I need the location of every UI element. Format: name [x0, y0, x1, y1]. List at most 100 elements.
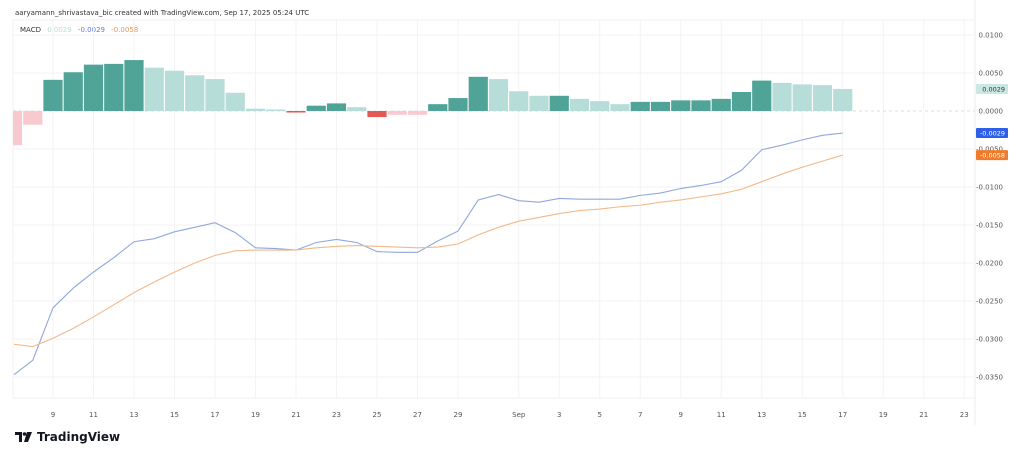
x-tick-label: 15 — [170, 411, 179, 419]
chart-credit: aaryamann_shrivastava_bic created with T… — [15, 9, 310, 17]
histogram-bar — [650, 101, 671, 111]
y-tick-label: 0.0050 — [979, 70, 1004, 78]
tradingview-logo[interactable]: TradingView — [15, 430, 120, 444]
histogram-bar — [326, 103, 347, 111]
histogram-bar — [812, 85, 833, 111]
indicator-legend[interactable]: MACD 0.0029 -0.0029 -0.0058 — [20, 26, 142, 34]
histogram-bar — [671, 100, 691, 111]
histogram-bar — [833, 88, 853, 111]
x-tick-label: 13 — [757, 411, 766, 419]
legend-signal-value: -0.0058 — [111, 26, 139, 34]
histogram-bar — [205, 79, 225, 111]
price-badges: 0.0029 -0.0029 -0.0058 — [976, 83, 1008, 161]
x-tick-label: 7 — [638, 411, 642, 419]
x-tick-label: 23 — [960, 411, 969, 419]
tradingview-logo-icon — [15, 432, 32, 442]
histogram-bar — [347, 107, 367, 111]
histogram-bar — [407, 111, 428, 115]
macd-value-badge: -0.0029 — [976, 128, 1008, 139]
histogram-bar — [752, 80, 772, 111]
x-tick-label: 17 — [211, 411, 220, 419]
legend-macd-value: -0.0029 — [77, 26, 105, 34]
y-tick-label: -0.0250 — [976, 298, 1003, 306]
x-tick-label: 21 — [919, 411, 928, 419]
histogram-bar — [23, 111, 43, 125]
histogram-bar — [529, 95, 549, 111]
x-tick-label: Sep — [512, 411, 526, 419]
x-tick-label: 17 — [838, 411, 847, 419]
x-tick-label: 5 — [598, 411, 602, 419]
histogram-bar — [13, 111, 23, 146]
x-tick-label: 3 — [557, 411, 561, 419]
histogram-bar — [104, 63, 124, 111]
histogram-bar — [124, 60, 144, 111]
histogram-bar — [63, 72, 83, 111]
histogram-bar — [792, 84, 812, 111]
histogram-bar — [488, 79, 509, 111]
histogram-bar — [711, 98, 731, 111]
x-tick-label: 25 — [373, 411, 382, 419]
macd-line — [13, 132, 843, 376]
x-tick-label: 21 — [292, 411, 301, 419]
histogram-bar — [569, 98, 590, 111]
histogram-bar — [225, 92, 245, 111]
x-tick-label: 27 — [413, 411, 422, 419]
y-tick-label: -0.0100 — [976, 184, 1003, 192]
legend-histogram-value: 0.0029 — [47, 26, 72, 34]
histogram-value-badge-bg — [976, 83, 1008, 94]
histogram-bar — [286, 111, 306, 113]
x-tick-label: 19 — [879, 411, 888, 419]
x-tick-label: 11 — [717, 411, 726, 419]
histogram-bar — [387, 111, 407, 115]
histogram-bar — [245, 108, 266, 111]
y-tick-label: -0.0200 — [976, 260, 1003, 268]
signal-value-badge-bg — [976, 150, 1008, 161]
y-tick-label: -0.0300 — [976, 336, 1003, 344]
histogram-bar — [266, 109, 286, 111]
histogram-bar — [428, 104, 448, 111]
macd-value-badge-text: -0.0029 — [980, 130, 1005, 138]
x-tick-label: 9 — [679, 411, 683, 419]
signal-line — [13, 154, 843, 348]
histogram-bar — [164, 70, 185, 111]
histogram-bar — [468, 76, 488, 111]
x-tick-label: 23 — [332, 411, 341, 419]
histogram-bar — [43, 79, 63, 111]
histogram-bar — [630, 101, 650, 111]
x-tick-label: 11 — [89, 411, 98, 419]
indicator-lines — [13, 132, 843, 376]
histogram-bar — [367, 111, 387, 118]
histogram-bar — [509, 91, 529, 111]
y-axis: 0.0100 0.0050 0.0000 -0.0050 -0.0100 -0.0150 -… — [974, 0, 1004, 425]
histogram-bar — [590, 101, 610, 111]
histogram-bar — [731, 92, 752, 111]
macd-value-badge-bg — [976, 128, 1008, 139]
histogram-bars — [13, 60, 853, 146]
x-tick-label: 9 — [51, 411, 55, 419]
y-tick-label: -0.0150 — [976, 222, 1003, 230]
logo-text: TradingView — [37, 430, 121, 444]
histogram-bar — [144, 67, 164, 111]
signal-value-badge-text: -0.0058 — [980, 152, 1005, 160]
x-tick-label: 29 — [454, 411, 463, 419]
histogram-bar — [549, 95, 569, 111]
signal-value-badge: -0.0058 — [976, 150, 1008, 161]
histogram-value-badge-text: 0.0029 — [982, 85, 1005, 93]
histogram-bar — [448, 98, 468, 111]
legend-name: MACD — [20, 26, 41, 34]
y-tick-label: -0.0350 — [976, 374, 1003, 382]
x-tick-label: 13 — [130, 411, 139, 419]
histogram-bar — [306, 105, 326, 111]
histogram-value-badge: 0.0029 — [976, 83, 1008, 94]
y-tick-label: -0.0050 — [976, 146, 1003, 154]
y-tick-label: 0.0000 — [979, 108, 1004, 116]
histogram-bar — [691, 100, 711, 111]
x-tick-label: 19 — [251, 411, 260, 419]
x-axis: 9 11 13 15 17 19 21 23 25 27 29 Sep 3 5 7 9 11 13 15 17 19 21… — [51, 411, 969, 419]
y-tick-label: 0.0100 — [979, 32, 1004, 40]
histogram-bar — [83, 64, 104, 111]
histogram-bar — [772, 82, 792, 111]
grid — [12, 19, 976, 399]
x-tick-label: 15 — [798, 411, 807, 419]
